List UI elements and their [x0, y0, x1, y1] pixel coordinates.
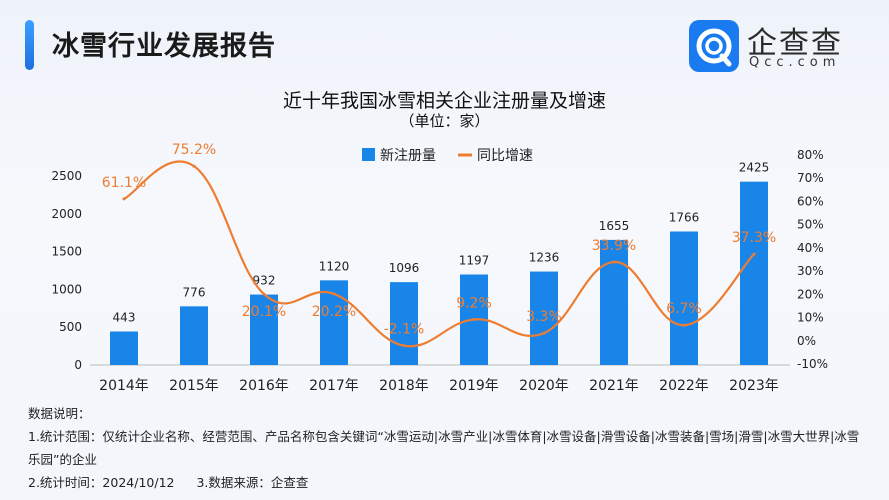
- legend-swatch-bar: [362, 148, 375, 161]
- bar-value-label: 1236: [529, 251, 560, 265]
- growth-value-label: 75.2%: [172, 142, 216, 158]
- chart-subtitle: （单位：家）: [399, 112, 490, 130]
- x-tick-label: 2019年: [449, 378, 499, 394]
- y-left-tick-label: 500: [59, 320, 82, 334]
- y-left-tick-label: 1500: [51, 245, 82, 259]
- growth-point: [122, 197, 126, 201]
- notes-time: 2.统计时间：2024/10/12: [28, 475, 175, 490]
- data-notes: 数据说明： 1.统计范围：仅统计企业名称、经营范围、产品名称包含关键词“冰雪运动…: [28, 402, 868, 494]
- legend-label-bar: 新注册量: [380, 148, 436, 164]
- bar-value-label: 932: [253, 274, 276, 288]
- bar: [110, 331, 138, 365]
- growth-point: [472, 317, 476, 321]
- growth-point: [402, 344, 406, 348]
- growth-value-label: 6.7%: [666, 301, 702, 317]
- bar-value-label: 1766: [669, 210, 700, 224]
- y-right-tick-label: 70%: [797, 171, 824, 185]
- y-left-tick-label: 2500: [51, 169, 82, 183]
- bar: [180, 306, 208, 365]
- bar: [530, 271, 558, 365]
- report-title: 冰雪行业发展报告: [52, 31, 276, 62]
- notes-source: 3.数据来源：企查查: [196, 475, 309, 490]
- y-right-tick-label: 50%: [797, 218, 824, 232]
- bar: [250, 294, 278, 365]
- bar-value-label: 1096: [389, 261, 420, 275]
- y-right-tick-label: 10%: [797, 311, 824, 325]
- growth-value-label: 20.2%: [312, 304, 356, 320]
- x-tick-label: 2023年: [729, 378, 779, 394]
- growth-point: [262, 292, 266, 296]
- growth-value-label: 3.3%: [526, 309, 562, 325]
- growth-point: [192, 164, 196, 168]
- growth-point: [682, 323, 686, 327]
- y-left-tick-label: 0: [74, 358, 82, 372]
- chart-area: 0 500 1000 1500 2000 2500 -10% 0% 10% 20% 30% 40% 50…: [51, 142, 828, 394]
- x-tick-label: 2022年: [659, 378, 709, 394]
- legend-label-line: 同比增速: [477, 148, 533, 164]
- bar-value-label: 1120: [319, 259, 350, 273]
- y-right-tick-label: 20%: [797, 287, 824, 301]
- y-left-tick-label: 2000: [51, 207, 82, 221]
- y-left-tick-label: 1000: [51, 282, 82, 296]
- bar-value-label: 1197: [459, 254, 490, 268]
- growth-point: [612, 260, 616, 264]
- qcc-logo-icon: [689, 20, 739, 72]
- x-tick-label: 2018年: [379, 378, 429, 394]
- notes-time-source: 2.统计时间：2024/10/12 3.数据来源：企查查: [28, 471, 868, 494]
- growth-line: [123, 160, 755, 348]
- x-tick-label: 2016年: [239, 378, 289, 394]
- x-tick-label: 2020年: [519, 378, 569, 394]
- growth-value-label: 33.9%: [592, 238, 636, 254]
- qcc-logo: 企查查 Qcc.com: [689, 20, 869, 72]
- y-right-tick-label: 0%: [797, 334, 816, 348]
- logo-text-en: Qcc.com: [749, 55, 841, 70]
- bar: [740, 181, 768, 365]
- growth-value-label: 9.2%: [456, 295, 492, 311]
- chart-title: 近十年我国冰雪相关企业注册量及增速: [282, 90, 606, 112]
- y-right-tick-label: 60%: [797, 194, 824, 208]
- growth-value-label: 37.3%: [732, 230, 776, 246]
- bar: [670, 231, 698, 365]
- notes-scope: 1.统计范围：仅统计企业名称、经营范围、产品名称包含关键词“冰雪运动|冰雪产业|…: [28, 429, 860, 467]
- y-right-tick-label: 80%: [797, 148, 824, 162]
- notes-heading: 数据说明：: [28, 406, 91, 421]
- growth-value-label: 20.1%: [242, 304, 286, 320]
- bar-value-label: 776: [183, 285, 206, 299]
- bar-value-label: 2425: [739, 161, 770, 175]
- growth-point: [332, 292, 336, 296]
- x-tick-label: 2021年: [589, 378, 639, 394]
- x-tick-label: 2014年: [99, 378, 149, 394]
- y-right-tick-label: 30%: [797, 264, 824, 278]
- growth-value-label: 61.1%: [102, 175, 146, 191]
- x-tick-label: 2017年: [309, 378, 359, 394]
- growth-point: [752, 252, 756, 256]
- title-accent-bar: [25, 20, 34, 70]
- y-right-tick-label: 40%: [797, 241, 824, 255]
- growth-point: [542, 331, 546, 335]
- y-right-tick-label: -10%: [797, 357, 828, 371]
- growth-value-label: -2.1%: [384, 322, 425, 338]
- x-tick-label: 2015年: [169, 378, 219, 394]
- bar: [390, 282, 418, 365]
- bar-value-label: 443: [113, 311, 136, 325]
- bar: [600, 239, 628, 365]
- bar-value-label: 1655: [599, 219, 630, 233]
- logo-text-cn: 企查查: [747, 26, 843, 61]
